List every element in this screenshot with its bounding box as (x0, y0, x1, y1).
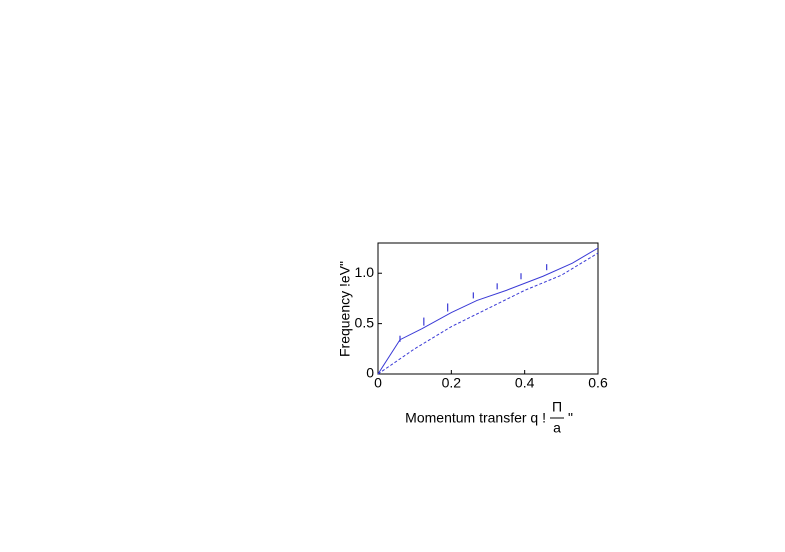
x-tick-label: 0.6 (588, 375, 608, 391)
y-tick-label: 0 (366, 365, 374, 381)
x-axis-label-end: " (568, 410, 573, 426)
y-tick-label: 1.0 (355, 264, 375, 280)
line-series (377, 252, 599, 375)
plot-frame (377, 242, 599, 375)
x-tick-label: 0.2 (442, 375, 462, 391)
y-tick-label: 0.5 (355, 314, 375, 330)
x-axis-label-denominator: a (553, 420, 561, 436)
line-series (377, 247, 599, 375)
x-tick-label: 0.4 (515, 375, 535, 391)
x-tick-label: 0 (374, 375, 382, 391)
x-axis-label-numerator: Π (552, 399, 562, 415)
x-axis-label: Momentum transfer q ! (405, 410, 546, 426)
y-axis-label: Frequency !eV" (337, 261, 353, 357)
